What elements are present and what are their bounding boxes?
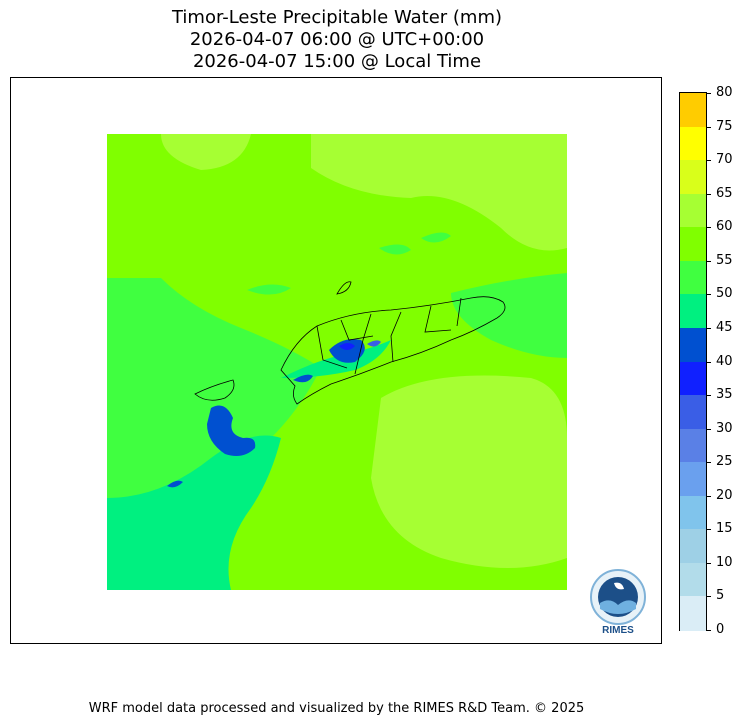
- field-band-60-65-southeast: [371, 375, 567, 568]
- colorbar-tick-label: 45: [716, 319, 733, 335]
- colorbar-tick-mark: [707, 327, 711, 329]
- colorbar-segment: [680, 395, 706, 430]
- colorbar-tick-label: 15: [716, 521, 733, 537]
- colorbar-segment: [680, 562, 706, 597]
- district-border: [316, 325, 348, 369]
- timor-leste-outline: [280, 296, 506, 405]
- footer-credit: WRF model data processed and visualized …: [88, 701, 585, 716]
- field-band-50-55-spot-3: [421, 232, 451, 243]
- colorbar-segment: [680, 193, 706, 228]
- oecusse-exclave: [194, 379, 235, 401]
- colorbar-tick-label: 25: [716, 454, 733, 470]
- colorbar-tick-mark: [707, 93, 711, 94]
- field-band-40-45-spot: [293, 374, 313, 383]
- district-border: [340, 319, 374, 341]
- colorbar-segment: [680, 260, 706, 295]
- colorbar-tick-mark: [707, 462, 711, 464]
- rimes-logo: RIMES: [586, 567, 650, 639]
- atauro-island: [336, 281, 352, 295]
- district-border: [424, 305, 452, 333]
- field-band-45-50-central: [281, 340, 391, 378]
- timor-leste-boundaries: [194, 281, 506, 405]
- colorbar-tick-mark: [707, 428, 711, 430]
- colorbar-segment: [680, 327, 706, 362]
- colorbar-tick-mark: [707, 126, 711, 128]
- colorbar-segment: [680, 428, 706, 463]
- colorbar-segment: [680, 529, 706, 564]
- title-line-1: Timor-Leste Precipitable Water (mm): [171, 7, 503, 28]
- colorbar-tick-label: 40: [716, 353, 733, 369]
- colorbar-tick-label: 35: [716, 387, 733, 403]
- colorbar-segment: [680, 93, 706, 128]
- colorbar-tick-label: 70: [716, 152, 733, 168]
- colorbar-segment: [680, 227, 706, 262]
- colorbar-segment: [680, 160, 706, 195]
- field-band-60-65-north: [311, 134, 567, 251]
- district-border: [354, 313, 372, 375]
- colorbar-tick-mark: [707, 361, 711, 363]
- title-line-3: 2026-04-07 15:00 @ Local Time: [192, 51, 482, 72]
- colorbar-segment: [680, 462, 706, 497]
- field-band-50-55-west: [107, 278, 321, 498]
- colorbar-tick-mark: [707, 562, 711, 564]
- colorbar-tick-mark: [707, 294, 711, 296]
- field-band-35-40-spot: [367, 340, 381, 347]
- colorbar-tick-mark: [707, 596, 711, 598]
- field-band-50-55-east: [451, 273, 567, 358]
- colorbar-tick-mark: [707, 227, 711, 229]
- logo-text: RIMES: [602, 625, 634, 635]
- field-band-40-45-island: [207, 405, 256, 456]
- field-band-45-50-southwest: [107, 435, 281, 590]
- colorbar: [679, 92, 707, 631]
- colorbar-tick-label: 5: [716, 588, 725, 604]
- district-border: [456, 297, 462, 327]
- field-band-40-45-central: [329, 339, 365, 363]
- colorbar-tick-label: 0: [716, 622, 725, 637]
- map-panel: [10, 77, 662, 644]
- precipitable-water-map: [107, 134, 567, 590]
- colorbar-tick-mark: [707, 160, 711, 162]
- colorbar-tick-label: 80: [716, 85, 733, 100]
- colorbar-segment: [680, 495, 706, 530]
- colorbar-tick-mark: [707, 630, 711, 631]
- colorbar-tick-label: 30: [716, 420, 733, 436]
- field-band-60-65-northwest: [161, 134, 251, 170]
- colorbar-segment: [680, 294, 706, 329]
- field-band-50-55-spot-1: [247, 284, 291, 295]
- colorbar-tick-mark: [707, 529, 711, 531]
- colorbar-tick-label: 10: [716, 554, 733, 570]
- colorbar-tick-mark: [707, 260, 711, 262]
- field-band-40-45-southwest-spot: [167, 480, 183, 488]
- colorbar-tick-label: 20: [716, 487, 733, 503]
- colorbar-tick-label: 75: [716, 118, 733, 134]
- colorbar-segment: [680, 361, 706, 396]
- field-band-35-40-core: [339, 343, 355, 350]
- colorbar-segment: [680, 596, 706, 631]
- colorbar-tick-mark: [707, 395, 711, 397]
- district-border: [390, 311, 402, 363]
- title-line-2: 2026-04-07 06:00 @ UTC+00:00: [189, 29, 485, 50]
- field-band-50-55-spot-2: [379, 244, 411, 255]
- colorbar-tick-label: 55: [716, 252, 733, 268]
- colorbar-tick-label: 50: [716, 286, 733, 302]
- colorbar-tick-mark: [707, 193, 711, 195]
- colorbar-segment: [680, 126, 706, 161]
- colorbar-tick-label: 65: [716, 185, 733, 201]
- colorbar-tick-mark: [707, 495, 711, 497]
- colorbar-tick-label: 60: [716, 219, 733, 235]
